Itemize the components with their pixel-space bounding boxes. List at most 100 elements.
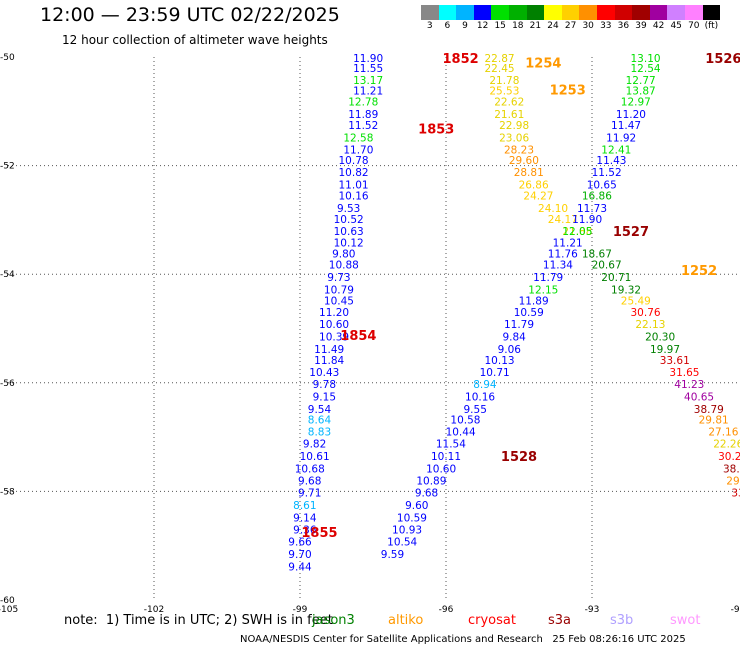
swh-value-label: 25.49 bbox=[621, 295, 651, 307]
swh-value-label: 12.77 bbox=[626, 75, 656, 87]
pass-time-label: 1252 bbox=[681, 264, 717, 279]
swh-value-label: 10.60 bbox=[426, 464, 456, 476]
swh-value-label: 22.87 bbox=[485, 53, 515, 65]
swh-value-label: 10.16 bbox=[465, 391, 495, 403]
swh-value-label: 25.53 bbox=[489, 86, 519, 98]
pass-time-label: 1526 bbox=[705, 52, 740, 67]
swh-value-label: 24.10 bbox=[538, 203, 568, 215]
colorbar-label: (ft) bbox=[704, 21, 719, 31]
swh-value-label: 11.21 bbox=[553, 238, 583, 250]
swh-value-label: 9.06 bbox=[498, 344, 522, 356]
pass-time-label: 1253 bbox=[550, 84, 586, 99]
note-text: note: 1) Time is in UTC; 2) SWH is in fe… bbox=[64, 613, 333, 628]
colorbar-label: 39 bbox=[635, 21, 647, 31]
colorbar-label: 6 bbox=[444, 21, 451, 31]
colorbar-swatch bbox=[614, 5, 633, 20]
colorbar-label: 70 bbox=[688, 21, 700, 31]
swh-value-label: 19.32 bbox=[611, 284, 641, 296]
swh-value-label: 10.68 bbox=[295, 464, 325, 476]
swh-value-label: 10.58 bbox=[450, 415, 480, 427]
swh-value-label: 11.92 bbox=[606, 132, 636, 144]
swh-value-label: 11.90 bbox=[572, 214, 602, 226]
colorbar-label: 42 bbox=[652, 21, 665, 31]
swh-value-label: 31.65 bbox=[669, 367, 699, 379]
pass-time-label: 1855 bbox=[301, 526, 337, 541]
swh-value-label: 21.61 bbox=[494, 109, 524, 121]
colorbar-swatch bbox=[649, 5, 668, 20]
colorbar-swatch bbox=[421, 5, 439, 20]
swh-value-label: 10.59 bbox=[397, 512, 427, 524]
swh-value-label: 11.34 bbox=[543, 259, 573, 271]
swh-value-label: 40.65 bbox=[684, 391, 714, 403]
swh-value-label: 9.60 bbox=[405, 500, 428, 512]
colorbar-labels: 3 6 9 12 15 18 21 24 27 30 33 36 39 42 45 70 (ft) bbox=[421, 21, 740, 33]
x-tick-label: -90 bbox=[731, 605, 740, 615]
swh-value-label: 11.52 bbox=[348, 120, 378, 132]
swh-value-label: 30.26 bbox=[718, 451, 740, 463]
swh-value-label: 16.86 bbox=[582, 190, 612, 202]
swh-value-label: 22.62 bbox=[494, 97, 524, 109]
x-tick-label: -93 bbox=[585, 605, 600, 615]
footer-credit: NOAA/NESDIS Center for Satellite Applica… bbox=[240, 634, 686, 645]
swh-value-label: 11.79 bbox=[504, 319, 534, 331]
swh-value-label: 10.78 bbox=[339, 155, 369, 167]
pass-time-label: 1852 bbox=[443, 52, 479, 67]
swh-value-label: 8.64 bbox=[308, 415, 332, 427]
swh-value-label: 18.67 bbox=[582, 249, 612, 261]
colorbar-label: 33 bbox=[600, 21, 612, 31]
swh-value-label: 10.52 bbox=[334, 214, 364, 226]
colorbar-swatch bbox=[508, 5, 527, 20]
swh-value-label: 11.21 bbox=[353, 86, 383, 98]
y-tick-label: -54 bbox=[0, 270, 15, 280]
colorbar-swatch bbox=[632, 5, 650, 20]
swh-value-label: 21.78 bbox=[489, 75, 519, 87]
swh-value-label: 10.16 bbox=[339, 190, 369, 202]
x-tick-label: -96 bbox=[439, 605, 454, 615]
x-tick-label: -102 bbox=[144, 605, 164, 615]
colorbar-label: 18 bbox=[512, 21, 524, 31]
pass-time-label: 1254 bbox=[525, 56, 561, 71]
swh-value-label: 11.84 bbox=[314, 355, 344, 367]
swh-value-label: 11.20 bbox=[616, 109, 646, 121]
swh-value-label: 12.05 bbox=[562, 226, 592, 238]
swh-value-label: 27.16 bbox=[708, 427, 738, 439]
colorbar-label: 45 bbox=[670, 21, 682, 31]
colorbar-swatch bbox=[702, 5, 721, 20]
colorbar-label: 21 bbox=[529, 21, 542, 31]
colorbar-swatch bbox=[438, 5, 457, 20]
swh-value-label: 9.54 bbox=[308, 404, 332, 416]
colorbar-swatch bbox=[579, 5, 597, 20]
satellite-legend-item: s3a bbox=[548, 613, 572, 628]
swh-value-label: 38.44 bbox=[723, 464, 740, 476]
swh-value-label: 12.41 bbox=[601, 144, 631, 156]
swh-value-label: 13.87 bbox=[626, 86, 656, 98]
swh-value-label: 11.79 bbox=[533, 272, 563, 284]
y-tick-label: -52 bbox=[0, 162, 15, 172]
swh-value-label: 9.36 bbox=[293, 524, 317, 536]
satellite-legend-item: altiko bbox=[388, 613, 424, 628]
chart-title: 12:00 — 23:59 UTC 02/22/2025 bbox=[40, 4, 340, 26]
colorbar-label: 9 bbox=[462, 21, 468, 31]
swh-value-label: 11.89 bbox=[519, 295, 549, 307]
colorbar-label: 3 bbox=[426, 21, 433, 31]
swh-value-label: 11.43 bbox=[596, 155, 626, 167]
swh-value-label: 12.97 bbox=[621, 97, 651, 109]
chart-subtitle: 12 hour collection of altimeter wave hei… bbox=[62, 33, 328, 47]
colorbar-swatch bbox=[684, 5, 703, 20]
swh-value-label: 11.55 bbox=[353, 63, 383, 75]
swh-value-label: 10.11 bbox=[431, 451, 461, 463]
swh-value-label: 9.82 bbox=[303, 439, 326, 451]
swh-value-label: 12.58 bbox=[343, 132, 373, 144]
swh-value-label: 9.84 bbox=[502, 332, 526, 344]
satellite-legend-item: jason3 bbox=[312, 613, 355, 628]
swh-value-label: 24.17 bbox=[548, 214, 578, 226]
colorbar-swatch bbox=[667, 5, 685, 20]
swh-value-label: 11.70 bbox=[343, 144, 373, 156]
swh-value-label: 9.59 bbox=[381, 549, 404, 561]
swh-value-label: 9.53 bbox=[337, 203, 360, 215]
y-tick-label: -60 bbox=[0, 596, 15, 606]
pass-time-label: 1528 bbox=[501, 450, 537, 465]
swh-value-label: 8.94 bbox=[473, 379, 497, 391]
swh-value-label: 9.68 bbox=[415, 487, 438, 499]
